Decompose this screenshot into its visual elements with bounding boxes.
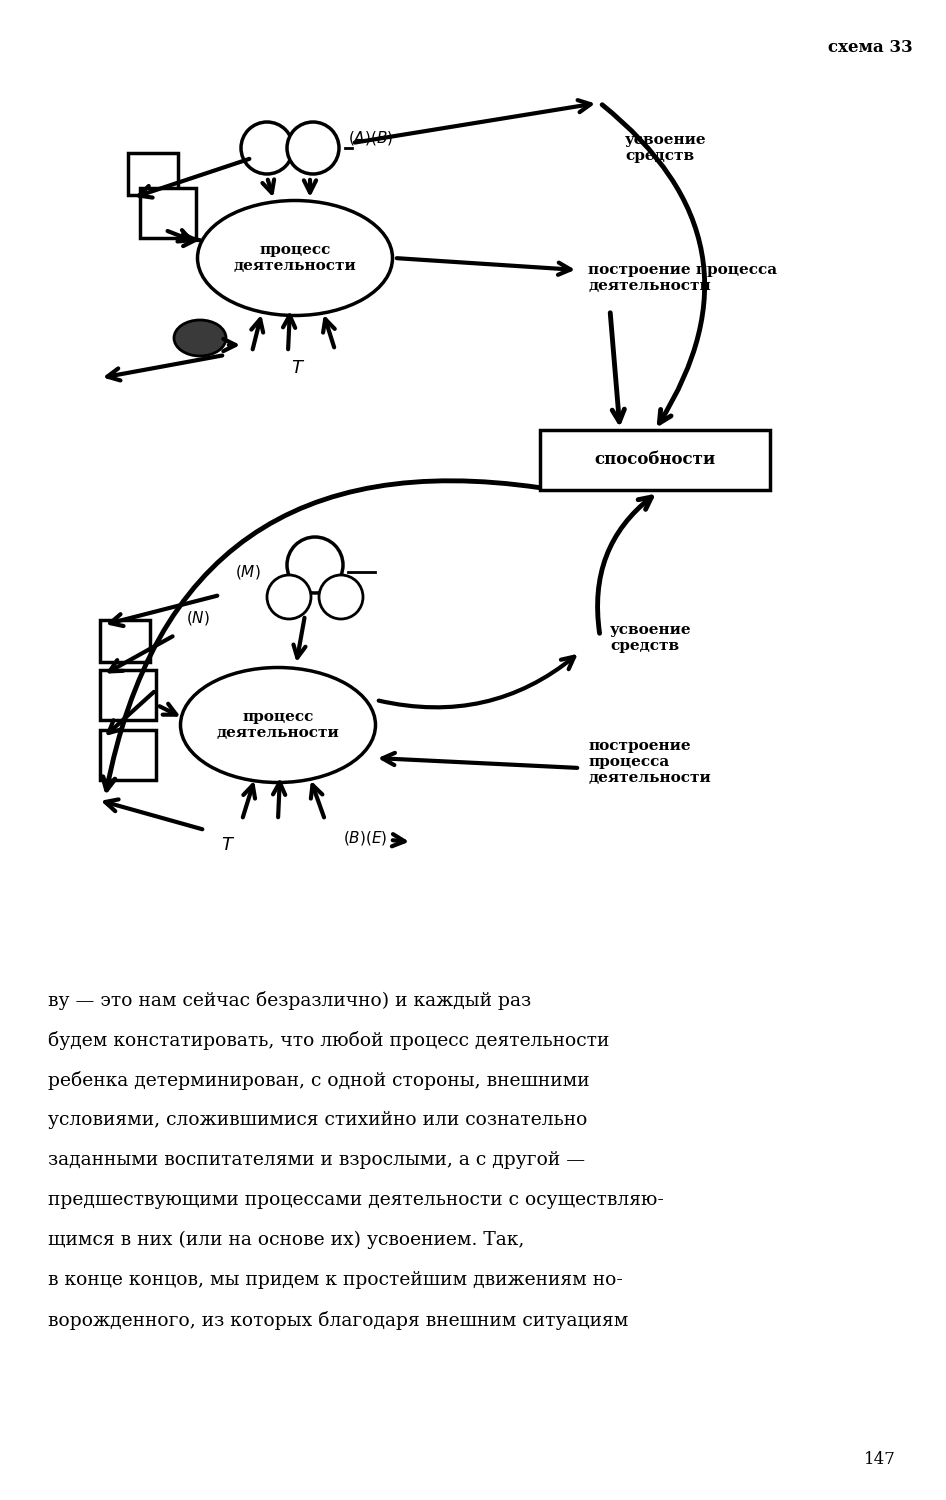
Circle shape [267, 574, 311, 620]
Text: будем констатировать, что любой процесс деятельности: будем констатировать, что любой процесс … [48, 1030, 609, 1050]
Text: построение процесса
деятельности: построение процесса деятельности [588, 262, 777, 292]
Text: схема 33: схема 33 [828, 39, 912, 57]
Text: ву — это нам сейчас безразлично) и каждый раз: ву — это нам сейчас безразлично) и кажды… [48, 990, 531, 1010]
Text: $(A)(B)$: $(A)(B)$ [348, 129, 394, 147]
FancyBboxPatch shape [540, 430, 770, 490]
Ellipse shape [181, 668, 376, 783]
Text: щимся в них (или на основе их) усвоением. Так,: щимся в них (или на основе их) усвоением… [48, 1232, 524, 1250]
Text: построение
процесса
деятельности: построение процесса деятельности [588, 740, 710, 784]
Text: усвоение
средств: усвоение средств [610, 622, 692, 652]
Text: 147: 147 [864, 1452, 896, 1468]
Text: $T$: $T$ [221, 836, 236, 854]
Text: заданными воспитателями и взрослыми, а с другой —: заданными воспитателями и взрослыми, а с… [48, 1150, 586, 1168]
Text: $(N)$: $(N)$ [186, 609, 210, 627]
FancyBboxPatch shape [100, 670, 156, 720]
Circle shape [287, 122, 339, 174]
FancyBboxPatch shape [100, 730, 156, 780]
Text: $(B)(E)$: $(B)(E)$ [342, 830, 387, 848]
Text: процесс
деятельности: процесс деятельности [234, 243, 357, 273]
FancyBboxPatch shape [100, 620, 150, 662]
Circle shape [287, 537, 343, 592]
Text: ворожденного, из которых благодаря внешним ситуациям: ворожденного, из которых благодаря внешн… [48, 1311, 628, 1329]
Circle shape [319, 574, 363, 620]
Text: ребенка детерминирован, с одной стороны, внешними: ребенка детерминирован, с одной стороны,… [48, 1071, 589, 1089]
FancyBboxPatch shape [140, 188, 196, 238]
FancyBboxPatch shape [128, 153, 178, 195]
Text: $T$: $T$ [291, 358, 306, 376]
Text: способности: способности [594, 452, 715, 468]
Circle shape [241, 122, 293, 174]
Text: усвоение
средств: усвоение средств [625, 134, 707, 164]
Text: процесс
деятельности: процесс деятельности [217, 710, 340, 740]
Ellipse shape [174, 320, 226, 356]
Ellipse shape [198, 201, 393, 315]
Text: предшествующими процессами деятельности с осуществляю-: предшествующими процессами деятельности … [48, 1191, 664, 1209]
Text: в конце концов, мы придем к простейшим движениям но-: в конце концов, мы придем к простейшим д… [48, 1270, 622, 1288]
Text: $(M)$: $(M)$ [236, 562, 261, 580]
Text: условиями, сложившимися стихийно или сознательно: условиями, сложившимися стихийно или соз… [48, 1112, 587, 1130]
